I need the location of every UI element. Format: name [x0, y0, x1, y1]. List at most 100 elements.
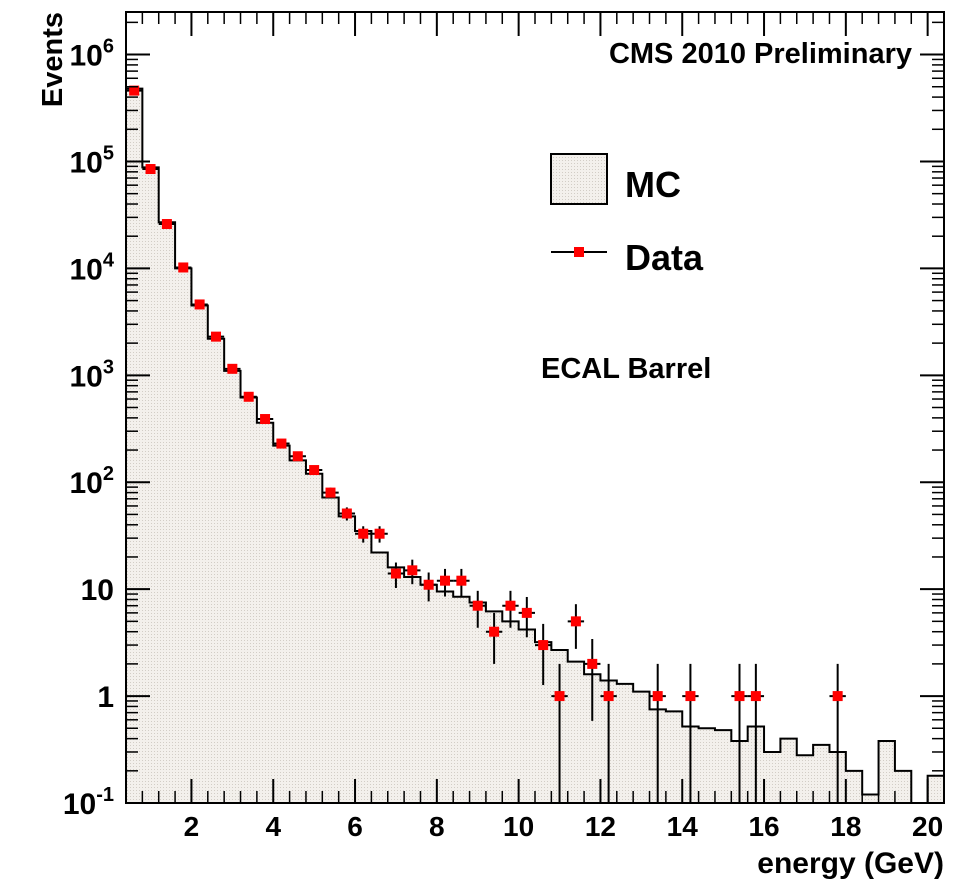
data-marker	[341, 508, 352, 519]
data-point	[289, 451, 306, 462]
data-marker	[129, 85, 140, 96]
data-marker	[832, 691, 843, 702]
data-marker	[685, 691, 696, 702]
data-point	[256, 414, 274, 425]
x-tick-label: 8	[429, 811, 445, 842]
y-tick-label: 102	[70, 463, 115, 500]
data-point	[191, 299, 208, 310]
x-tick-label: 18	[830, 811, 861, 842]
y-tick-label: 104	[70, 249, 115, 286]
data-marker	[440, 575, 451, 586]
data-point	[600, 663, 617, 803]
data-point	[518, 596, 535, 638]
data-marker	[521, 607, 532, 618]
data-marker	[161, 219, 172, 230]
legend-data-marker	[574, 247, 584, 257]
data-marker	[227, 363, 238, 374]
mc-histogram-layer	[126, 87, 944, 803]
data-points-layer	[126, 85, 846, 803]
data-marker	[456, 575, 467, 586]
data-marker	[210, 331, 221, 342]
data-marker	[407, 565, 418, 576]
x-tick-label: 2	[184, 811, 200, 842]
data-point	[649, 663, 666, 803]
data-point	[829, 663, 846, 803]
legend: MC Data	[550, 153, 704, 278]
data-marker	[423, 579, 434, 590]
data-point	[355, 526, 372, 543]
y-tick-label: 103	[70, 356, 115, 393]
data-point	[338, 507, 356, 521]
data-marker	[472, 600, 483, 611]
y-tick-label: 106	[70, 36, 115, 73]
data-point	[747, 663, 765, 803]
data-point	[142, 164, 159, 175]
data-point	[551, 663, 568, 803]
data-marker	[489, 626, 500, 637]
data-point	[273, 438, 290, 449]
legend-mc-swatch	[550, 153, 608, 205]
data-marker	[374, 528, 385, 539]
data-marker	[309, 465, 320, 476]
data-point	[535, 623, 552, 686]
x-tick-label: 20	[912, 811, 943, 842]
data-point	[731, 663, 748, 803]
y-axis-label: Events	[37, 12, 69, 107]
data-point	[175, 262, 192, 273]
legend-data-label: Data	[625, 237, 704, 278]
data-marker	[292, 451, 303, 462]
data-point	[485, 612, 503, 664]
data-point	[420, 572, 437, 602]
data-marker	[276, 438, 287, 449]
data-marker	[505, 600, 516, 611]
data-point	[584, 639, 601, 721]
data-marker	[358, 528, 369, 539]
data-marker	[145, 164, 156, 175]
data-point	[567, 604, 585, 649]
y-tick-label: 10	[81, 574, 114, 607]
x-tick-label: 10	[503, 811, 534, 842]
data-marker	[390, 568, 401, 579]
data-point	[158, 219, 176, 230]
data-point	[404, 559, 421, 585]
data-point	[207, 331, 225, 342]
ecal-annotation: ECAL Barrel	[541, 353, 711, 385]
data-point	[224, 363, 241, 374]
data-point	[469, 590, 486, 628]
x-tick-label: 12	[585, 811, 616, 842]
data-point	[240, 391, 257, 402]
data-marker	[750, 691, 761, 702]
chart-title: CMS 2010 Preliminary	[609, 38, 912, 70]
data-marker	[652, 691, 663, 702]
x-axis-label: energy (GeV)	[757, 847, 944, 880]
y-tick-label: 1	[97, 681, 114, 714]
data-marker	[260, 414, 271, 425]
data-marker	[734, 691, 745, 702]
data-marker	[194, 299, 205, 310]
data-marker	[243, 391, 254, 402]
data-point	[502, 590, 519, 628]
x-tick-label: 14	[667, 811, 699, 842]
data-point	[322, 487, 339, 499]
x-tick-label: 4	[265, 811, 281, 842]
data-marker	[538, 640, 549, 651]
data-marker	[587, 658, 598, 669]
data-marker	[325, 487, 336, 498]
legend-mc-label: MC	[625, 164, 681, 205]
axes-layer: 2 4 6 8 10 12 14 16 18 20 10-1 1 10 102 103 104 105 106	[63, 12, 945, 842]
data-marker	[603, 691, 614, 702]
data-marker	[554, 691, 565, 702]
data-point	[126, 85, 143, 96]
y-tick-label: 10-1	[63, 784, 114, 821]
data-marker	[570, 616, 581, 627]
x-tick-label: 6	[347, 811, 363, 842]
data-point	[371, 526, 388, 543]
y-tick-label: 105	[70, 142, 115, 179]
data-point	[453, 568, 470, 597]
mc-histogram-fill	[126, 88, 944, 803]
data-point	[682, 663, 699, 803]
data-point	[305, 465, 323, 476]
x-tick-label: 16	[748, 811, 779, 842]
data-point	[387, 562, 405, 588]
